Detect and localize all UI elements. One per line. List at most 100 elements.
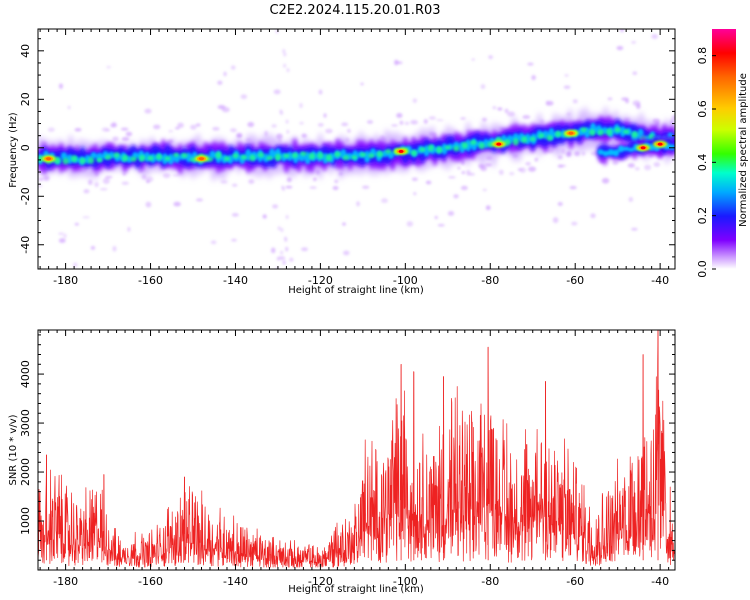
ridge-cell: [521, 136, 528, 144]
ridge-cell: [38, 155, 44, 163]
ridge-cell: [286, 151, 294, 162]
y-tick-label: -20: [19, 187, 32, 205]
noise-blob: [99, 188, 108, 191]
noise-blob: [391, 124, 398, 127]
noise-blob: [273, 89, 281, 95]
colorbar-tick-label: 0.2: [696, 207, 709, 225]
ridge-cell: [308, 152, 316, 160]
ridge-cell: [240, 154, 248, 160]
colorbar-gradient: [712, 29, 736, 269]
x-tick-label: -120: [308, 274, 333, 287]
noise-blob: [480, 84, 486, 90]
noise-blob: [572, 99, 578, 104]
noise-blob: [220, 180, 228, 184]
noise-blob: [497, 107, 503, 111]
ridge-cell: [167, 153, 175, 165]
ridge-cell: [172, 152, 180, 157]
noise-blob: [153, 124, 161, 130]
ridge-cell: [87, 156, 95, 165]
ridge-cell: [325, 154, 333, 162]
ridge-cell: [147, 155, 154, 161]
noise-blob: [146, 179, 150, 184]
noise-blob: [168, 129, 174, 133]
ridge-cell: [436, 146, 443, 154]
ridge-cell: [622, 129, 630, 135]
y-tick-label: 1000: [19, 507, 32, 535]
noise-blob: [332, 186, 339, 191]
noise-blob: [447, 210, 455, 216]
ridge-cell: [181, 152, 188, 158]
noise-blob: [285, 185, 293, 189]
x-tick-label: -40: [651, 274, 669, 287]
noise-blob: [356, 201, 360, 207]
noise-blob: [590, 151, 599, 156]
noise-blob: [230, 65, 236, 70]
noise-blob: [144, 108, 152, 114]
noise-blob: [102, 178, 110, 184]
noise-blob: [404, 121, 410, 126]
noise-blob: [282, 260, 286, 265]
noise-blob: [399, 120, 404, 125]
noise-blob: [230, 128, 237, 133]
ridge-cell: [648, 133, 655, 140]
ridge-cell: [334, 151, 341, 158]
noise-blob: [74, 128, 82, 132]
ridge-cell: [291, 152, 299, 159]
noise-blob: [436, 119, 444, 122]
spectrogram-image: [38, 23, 675, 269]
noise-blob: [231, 183, 238, 187]
ridge-cell: [70, 155, 78, 163]
x-tick-label: -160: [138, 274, 163, 287]
ridge-cell: [487, 141, 494, 148]
noise-blob: [561, 23, 568, 28]
noise-blob: [525, 161, 531, 166]
noise-blob: [347, 128, 351, 133]
noise-blob: [318, 89, 323, 95]
noise-blob: [434, 215, 438, 219]
ridge-cell: [580, 127, 587, 133]
noise-blob: [653, 162, 661, 167]
ridge-cell: [512, 138, 519, 146]
ridge-cell: [138, 154, 146, 162]
noise-blob: [395, 61, 403, 65]
noise-blob: [527, 62, 534, 66]
noise-blob: [628, 197, 634, 203]
noise-blob: [301, 247, 308, 252]
noise-blob: [488, 55, 493, 60]
noise-blob: [507, 111, 516, 117]
ridge-cell: [96, 157, 103, 163]
ridge-cell: [62, 157, 69, 165]
noise-blob: [334, 179, 339, 184]
noise-blob: [651, 34, 659, 39]
noise-blob: [217, 80, 223, 85]
ridge-cell: [427, 144, 435, 152]
noise-blob: [581, 151, 586, 156]
snr-y-axis-label: SNR (10 * v/v): [8, 414, 19, 485]
noise-blob: [590, 213, 596, 219]
x-tick-label: -100: [393, 575, 418, 588]
noise-blob: [423, 119, 428, 124]
noise-blob: [172, 174, 180, 177]
ridge-cell: [368, 153, 375, 159]
ridge-cell: [622, 146, 630, 152]
noise-blob: [283, 52, 287, 57]
noise-blob: [289, 257, 294, 262]
peak-core: [568, 131, 574, 135]
noise-blob: [82, 216, 90, 219]
ridge-cell: [546, 134, 553, 142]
ridge-cell: [121, 154, 129, 162]
x-tick-label: -60: [566, 274, 584, 287]
noise-blob: [481, 117, 487, 122]
noise-blob: [671, 115, 675, 121]
colorbar-tick-label: 0.0: [696, 260, 709, 278]
ridge-cell: [470, 139, 477, 145]
noise-blob: [175, 127, 180, 130]
spectrogram-x-axis-label: Height of straight line (km): [288, 285, 424, 296]
noise-blob: [362, 185, 370, 189]
noise-blob: [223, 71, 227, 77]
noise-blob: [286, 68, 290, 73]
ridge-cell: [619, 126, 626, 137]
noise-blob: [112, 136, 119, 142]
ridge-cell: [555, 130, 562, 138]
ridge-cell: [209, 150, 216, 159]
